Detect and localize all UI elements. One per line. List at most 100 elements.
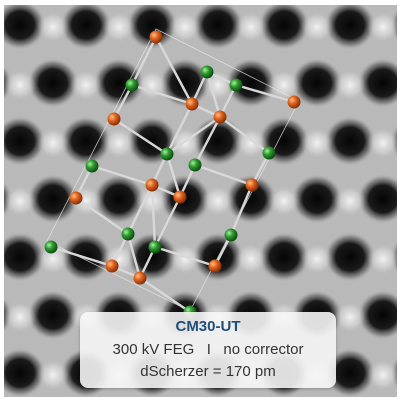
bright-spot (70, 69, 102, 101)
bright-spot (235, 11, 267, 43)
dark-channel (291, 58, 343, 108)
orange-atom (245, 178, 259, 192)
orange-atom (69, 191, 83, 205)
green-atom (121, 227, 135, 241)
dark-channel (60, 5, 112, 50)
orange-atom (149, 30, 163, 44)
dark-channel (225, 174, 277, 224)
bond (154, 245, 216, 268)
caption-box: CM30-UT 300 kV FEG I no corrector dScher… (80, 312, 336, 388)
bright-spot (37, 359, 69, 391)
dark-channel (324, 116, 376, 166)
dark-channel (258, 232, 310, 282)
bright-spot (301, 243, 333, 275)
bond (205, 71, 222, 118)
green-atom (85, 159, 99, 173)
bond (91, 164, 153, 187)
atom-spheres (44, 30, 301, 319)
bright-spot (268, 185, 300, 217)
bright-spot (37, 11, 69, 43)
bright-spot (4, 185, 36, 217)
bright-spot (367, 243, 397, 275)
bond (229, 184, 254, 236)
dark-channel (27, 290, 79, 340)
microscope-model-title: CM30-UT (175, 318, 241, 335)
green-atom (160, 147, 174, 161)
bright-spot (169, 11, 201, 43)
bright-spot (334, 185, 366, 217)
bright-spot (235, 243, 267, 275)
orange-atom (107, 112, 121, 126)
bond (193, 116, 222, 166)
bright-spot (37, 127, 69, 159)
green-atom (44, 240, 58, 254)
orange-atom (208, 259, 222, 273)
bond (165, 103, 194, 155)
dark-channel (159, 58, 211, 108)
dark-channel (324, 232, 376, 282)
dark-channel (357, 174, 397, 224)
bright-spot (103, 11, 135, 43)
green-atom (224, 228, 238, 242)
bright-spot (334, 69, 366, 101)
bond (219, 116, 270, 154)
dark-channel (27, 174, 79, 224)
green-atom (262, 146, 276, 160)
bright-spot (367, 127, 397, 159)
dark-channel (4, 116, 46, 166)
bond-network (50, 36, 295, 313)
bond (50, 245, 113, 268)
microscope-specs: 300 kV FEG I no corrector (112, 341, 304, 358)
dark-channel (258, 5, 310, 50)
bond (153, 196, 182, 248)
green-atom (148, 240, 162, 254)
dark-channel (291, 174, 343, 224)
scherzer-resolution: dScherzer = 170 pm (140, 363, 276, 380)
bright-spot (4, 301, 36, 333)
dark-channel (126, 232, 178, 282)
dark-channel (324, 5, 376, 50)
dark-channel (27, 58, 79, 108)
bright-spot (202, 185, 234, 217)
dark-channel (357, 58, 397, 108)
green-atom (125, 78, 139, 92)
bond (154, 36, 194, 105)
orange-atom (287, 95, 301, 109)
dark-channel (4, 232, 46, 282)
bright-spot (301, 11, 333, 43)
bright-spot (367, 359, 397, 391)
bright-spot (334, 301, 366, 333)
bond (165, 153, 182, 198)
dark-channel (93, 174, 145, 224)
green-atom (200, 65, 214, 79)
bond (131, 83, 193, 106)
orange-atom (185, 97, 199, 111)
bond (113, 117, 168, 156)
bond (130, 36, 158, 86)
bond (75, 197, 129, 235)
bond (139, 277, 191, 313)
orange-atom (173, 190, 187, 204)
bond (150, 184, 157, 248)
bright-spot (103, 127, 135, 159)
dark-channel (4, 348, 46, 397)
bond (194, 163, 253, 187)
bright-spot (301, 127, 333, 159)
bond (166, 116, 221, 155)
orange-atom (105, 259, 119, 273)
orange-atom (133, 271, 147, 285)
dark-channel (60, 116, 112, 166)
orange-atom (145, 178, 159, 192)
bond (126, 233, 142, 279)
green-atom (188, 158, 202, 172)
bright-spot (268, 69, 300, 101)
bright-spot (367, 11, 397, 43)
dark-channel-holes (4, 5, 397, 397)
dark-channel (357, 290, 397, 340)
atomic-structure-overlay (44, 28, 301, 319)
orange-atom (213, 110, 227, 124)
dark-channel (192, 5, 244, 50)
bright-spot (4, 69, 36, 101)
bond (126, 184, 154, 235)
dark-channel (126, 5, 178, 50)
